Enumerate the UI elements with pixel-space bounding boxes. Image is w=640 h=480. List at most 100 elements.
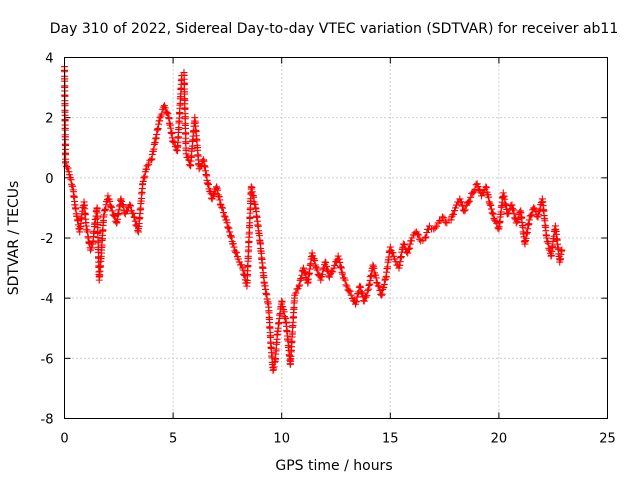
data-point-trace [528,210,536,218]
data-point [558,246,566,254]
data-point-trace [322,259,330,267]
x-tick-label: 15 [382,432,399,447]
data-point-trace [467,193,475,201]
data-point-trace [219,209,227,217]
data-point [143,162,151,170]
data-point [347,291,355,299]
data-point [421,234,429,242]
data-point-trace [229,240,237,248]
data-point-trace [342,281,350,289]
data-point-trace [489,210,497,218]
data-point-trace [406,244,414,252]
data-point-trace [364,287,372,295]
data-point [126,201,134,209]
data-point-trace [458,198,466,206]
data-point [530,204,538,212]
data-point-trace [129,209,137,217]
data-point-trace [363,291,371,299]
x-tick-label: 20 [491,432,508,447]
data-point [221,213,229,221]
data-point-trace [331,261,339,269]
data-point-trace [505,209,513,217]
data-point-trace [227,232,235,240]
data-point-trace [163,109,171,117]
data-point-trace [415,231,423,239]
data-point-trace [292,289,300,297]
data-point-trace [219,204,227,212]
data-point-trace [210,190,218,198]
data-point-trace [423,228,431,236]
data-point-trace [227,233,235,241]
data-point [504,210,512,218]
data-point-trace [406,240,414,248]
data-point [299,264,307,272]
y-tick-label: -2 [41,232,54,247]
plot-frame [64,57,608,419]
x-tick-label: 5 [169,432,177,447]
data-point-trace [329,268,337,276]
data-point-trace [474,183,482,191]
data-point [399,240,407,248]
data-point-trace [131,217,139,225]
y-tick-label: 4 [45,52,53,67]
data-point-trace [422,233,430,241]
data-point-trace [158,110,166,118]
data-point-trace [162,108,170,116]
data-point-trace [311,261,319,269]
data-point-trace [208,194,216,202]
data-point-trace [407,237,415,245]
data-point [321,258,329,266]
data-point-trace [224,223,232,231]
data-point-trace [127,202,135,210]
data-point-trace [118,197,126,205]
data-point [104,192,112,200]
y-axis-label: SDTVAR / TECUs [6,181,22,296]
data-point-trace [119,202,127,210]
data-point-trace [88,244,96,252]
data-point [469,189,477,197]
data-point-trace [431,224,439,232]
y-tick-label: -4 [41,292,54,307]
data-point [108,207,116,215]
data-point-trace [480,189,488,197]
y-tick-label: 0 [45,172,53,187]
data-point-trace [494,224,502,232]
data-point-trace [440,214,448,222]
data-point [386,243,394,251]
data-point-trace [144,161,152,169]
data-point [404,249,412,257]
data-point-trace [160,103,168,111]
grid [64,57,608,419]
data-point [208,195,216,203]
data-point-trace [64,164,72,172]
data-point-trace [164,110,172,118]
data-point-trace [341,276,349,284]
data-point [486,201,494,209]
data-point [226,228,234,236]
y-tick-label: 2 [45,112,53,127]
data-point-trace [487,202,495,210]
data-point [234,255,242,263]
chart-title: Day 310 of 2022, Sidereal Day-to-day VTE… [50,21,619,37]
data-point [360,297,368,305]
data-point [447,216,455,224]
data-point [62,159,70,167]
data-point-trace [413,230,421,238]
data-point [130,213,138,221]
data-point-trace [108,203,116,211]
data-point-trace [362,293,370,301]
data-point-trace [322,262,330,270]
data-point-trace [119,201,127,209]
data-point-trace [450,210,458,218]
data-point-trace [441,218,449,226]
x-axis-label: GPS time / hours [275,458,392,474]
data-point [438,213,446,221]
data-point [230,243,238,251]
data-point [408,234,416,242]
data-point-trace [311,256,319,264]
data-point-trace [106,197,114,205]
data-point-trace [466,197,474,205]
data-point [525,216,533,224]
data-point-trace [400,241,408,249]
